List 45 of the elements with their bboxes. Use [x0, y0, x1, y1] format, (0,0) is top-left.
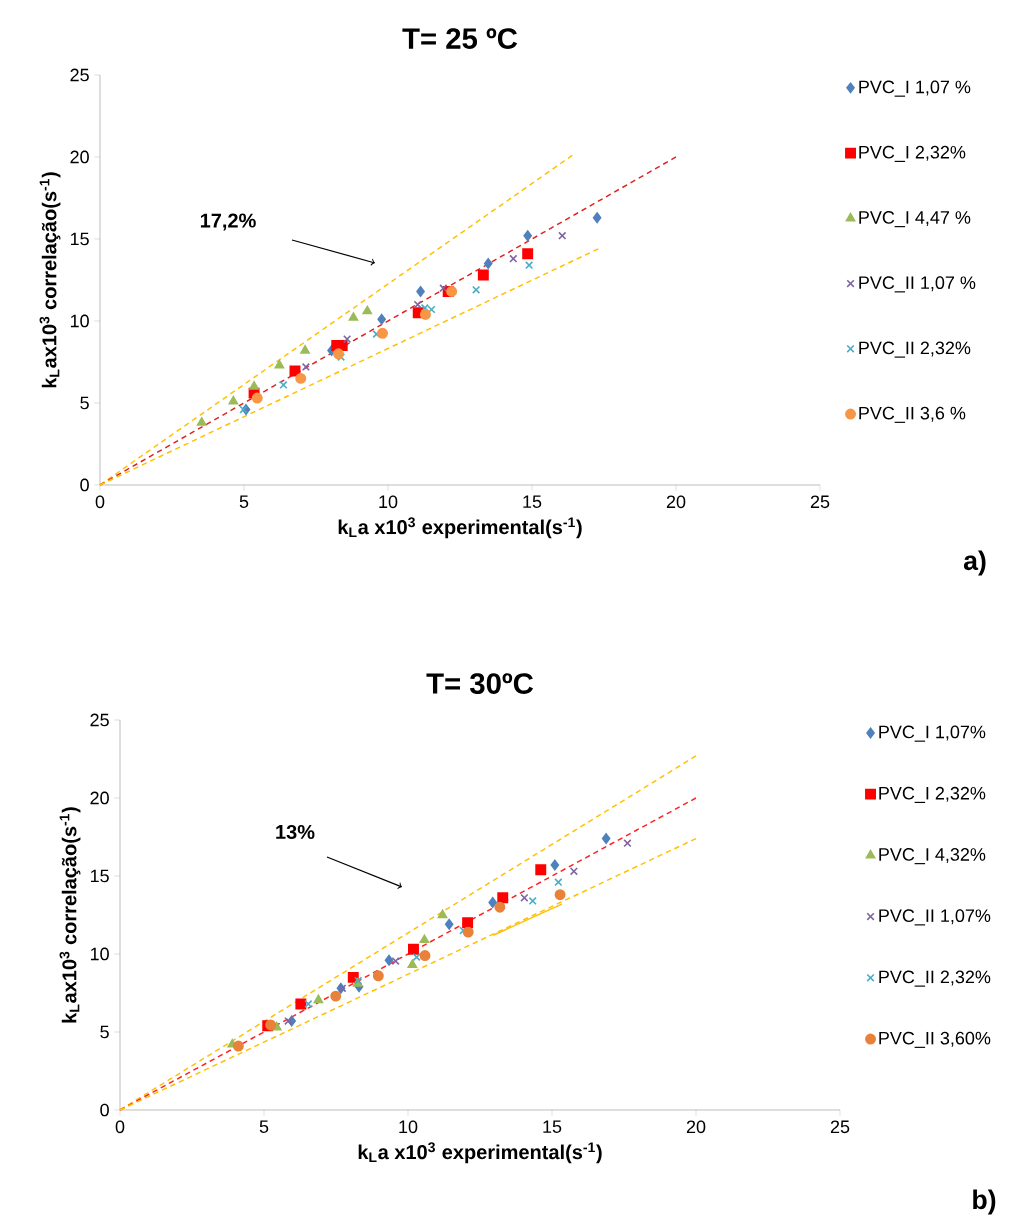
- annotation: 17,2%: [200, 213, 256, 231]
- legend-label: PVC_I 1,07 %: [859, 80, 971, 97]
- x-tick-label: 10: [379, 495, 398, 509]
- x-tick-label: 25: [810, 495, 830, 509]
- y-tick-label: 0: [80, 478, 89, 492]
- chart-title: T= 30ºC: [426, 673, 534, 694]
- x-tick-label: 15: [523, 495, 542, 508]
- chart-title: T= 25 ºC: [402, 28, 518, 49]
- legend-label: PVC_II 3,60%: [879, 1031, 991, 1048]
- x-tick-label: 0: [115, 1120, 125, 1134]
- y-tick-label: 15: [70, 232, 89, 246]
- legend-label: PVC_I 4,47 %: [859, 211, 971, 228]
- legend-label: PVC_II 1,07%: [879, 909, 991, 926]
- annotation: 13%: [276, 824, 315, 840]
- y-tick-label: 25: [90, 713, 109, 727]
- x-axis-title: k$_{L}$a x10$^{3}$ experimental(s$^{-1}$): [338, 517, 582, 539]
- y-tick-label: 10: [70, 314, 89, 328]
- y-tick-label: 20: [90, 791, 109, 805]
- x-tick-label: 20: [666, 495, 686, 509]
- x-tick-label: 5: [259, 1120, 269, 1133]
- legend-label: PVC_II 3,6 %: [859, 406, 966, 423]
- y-tick-label: 10: [90, 947, 109, 961]
- x-tick-label: 20: [686, 1120, 706, 1134]
- x-tick-label: 10: [399, 1120, 418, 1134]
- y-tick-label: 15: [90, 869, 109, 883]
- x-tick-label: 15: [543, 1120, 562, 1133]
- y-axis-title: k$_{L}$ax10$^{3}$ correlação(s$^{-1}$): [39, 172, 61, 388]
- legend-label: PVC_I 4,32%: [879, 848, 986, 865]
- x-tick-label: 25: [830, 1120, 850, 1134]
- legend-label: PVC_II 2,32%: [879, 970, 991, 987]
- y-axis-title: k$_{L}$ax10$^{3}$ correlação(s$^{-1}$): [59, 807, 81, 1023]
- legend-label: PVC_I 1,07%: [879, 725, 986, 742]
- x-axis-title: k$_{L}$a x10$^{3}$ experimental(s$^{-1}$): [358, 1142, 602, 1164]
- text: b): [973, 1189, 996, 1215]
- y-tick-label: 5: [80, 396, 89, 410]
- y-tick-label: 25: [70, 68, 89, 82]
- y-tick-label: 20: [70, 150, 89, 164]
- legend-label: PVC_I 2,32%: [859, 145, 966, 162]
- y-tick-label: 5: [100, 1025, 109, 1039]
- y-tick-label: 0: [100, 1103, 109, 1117]
- legend-label: PVC_I 2,32%: [879, 786, 986, 803]
- legend-label: PVC_II 1,07 %: [859, 276, 976, 293]
- x-tick-label: 5: [239, 495, 249, 508]
- legend-label: PVC_II 2,32%: [859, 341, 971, 358]
- text: a): [963, 550, 986, 576]
